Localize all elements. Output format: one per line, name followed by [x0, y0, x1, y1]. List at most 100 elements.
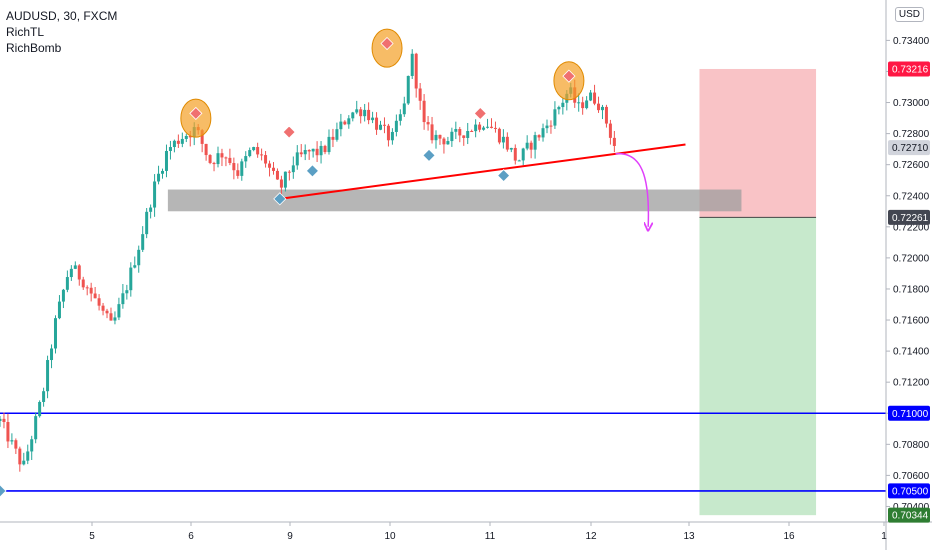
- candle-23: [89, 282, 93, 302]
- candle-16: [61, 288, 65, 309]
- candle-body: [379, 124, 383, 130]
- candle-body: [359, 109, 363, 117]
- candle-39: [153, 174, 157, 217]
- candle-56: [220, 148, 224, 167]
- candle-107: [422, 94, 426, 130]
- candle-body: [188, 135, 192, 138]
- candle-body: [382, 124, 386, 126]
- candle-body: [375, 117, 379, 130]
- candle-131: [517, 159, 521, 162]
- candle-body: [335, 129, 339, 140]
- support-zone: [167, 189, 742, 212]
- candle-117: [462, 135, 466, 146]
- price-badge-bg: [888, 140, 930, 156]
- candle-148: [585, 96, 589, 110]
- x-tick-label-7: 16: [783, 531, 795, 542]
- candle-83: [327, 129, 331, 155]
- candle-119: [470, 129, 474, 133]
- candle-body: [268, 163, 272, 168]
- candle-106: [418, 83, 422, 110]
- y-tick-label-7: 0.72000: [893, 253, 930, 264]
- candle-body: [275, 170, 279, 180]
- candle-47: [184, 133, 188, 143]
- candle-5: [18, 446, 22, 472]
- candle-body: [521, 148, 525, 161]
- candle-122: [482, 125, 486, 131]
- candle-body: [26, 451, 30, 461]
- candle-body: [244, 156, 248, 162]
- candle-68: [268, 160, 272, 177]
- candle-64: [252, 146, 256, 152]
- candle-36: [141, 226, 145, 253]
- price-badge-1: 0.72710: [888, 140, 930, 156]
- candle-125: [493, 121, 497, 133]
- candle-37: [145, 208, 149, 239]
- price-badge-label: 0.70500: [892, 486, 929, 497]
- candle-body: [553, 109, 557, 126]
- candle-25: [97, 294, 101, 311]
- candle-15: [57, 295, 61, 320]
- candle-123: [486, 118, 490, 129]
- candle-body: [339, 121, 343, 130]
- price-badge-2: 0.72261: [888, 209, 930, 225]
- x-tick-label-8: 1: [881, 531, 887, 542]
- candle-79: [311, 148, 315, 158]
- candle-body: [69, 268, 73, 278]
- currency-button[interactable]: USD: [894, 7, 924, 22]
- indicator-richbomb[interactable]: RichBomb: [6, 41, 62, 55]
- symbol-title[interactable]: AUDUSD, 30, FXCM: [6, 9, 118, 23]
- candle-111: [438, 134, 442, 145]
- candle-32: [125, 284, 129, 300]
- candle-3: [10, 433, 14, 445]
- candle-142: [561, 98, 565, 115]
- candle-body: [18, 448, 22, 465]
- candle-92: [363, 103, 367, 122]
- candle-body: [434, 134, 438, 141]
- candle-body: [101, 305, 105, 311]
- candle-35: [137, 245, 141, 273]
- candle-90: [355, 100, 359, 115]
- x-tick-label-0: 5: [89, 531, 95, 542]
- candle-body: [57, 301, 61, 319]
- y-tick-label-15: 0.70400: [893, 502, 930, 513]
- candle-body: [283, 171, 287, 188]
- candle-body: [10, 440, 14, 442]
- candle-body: [414, 53, 418, 89]
- candle-33: [129, 262, 133, 297]
- candle-body: [77, 265, 81, 280]
- bear-signal-diamond-3: [473, 106, 487, 120]
- candle-41: [161, 168, 165, 179]
- candle-body: [466, 131, 470, 138]
- candle-body: [149, 207, 153, 212]
- price-badge-label: 0.71000: [892, 409, 929, 420]
- candle-4: [14, 438, 18, 455]
- bear-signal-diamond-0: [189, 106, 203, 120]
- price-badge-5: 0.70344: [888, 507, 930, 523]
- y-tick-label-11: 0.71200: [893, 378, 930, 389]
- x-tick-label-1: 6: [188, 531, 194, 542]
- price-badge-label: 0.72710: [892, 143, 929, 154]
- price-badge-0: 0.73216: [888, 61, 930, 77]
- candle-97: [382, 117, 386, 134]
- take-profit-zone: [699, 217, 817, 516]
- candle-body: [153, 181, 157, 208]
- candle-body: [450, 131, 454, 142]
- candle-139: [549, 120, 553, 134]
- candle-body: [486, 126, 490, 128]
- candle-128: [505, 132, 509, 152]
- candle-77: [303, 144, 307, 161]
- candle-58: [228, 148, 232, 166]
- candle-7: [26, 444, 30, 465]
- candle-6: [22, 452, 26, 466]
- y-tick-label-14: 0.70600: [893, 471, 930, 482]
- candle-body: [581, 102, 585, 109]
- indicator-richtl[interactable]: RichTL: [6, 25, 45, 39]
- candle-body: [6, 422, 10, 442]
- bear-signal-diamond-1: [380, 36, 394, 51]
- candle-body: [394, 120, 398, 132]
- candle-69: [271, 162, 275, 175]
- candle-body: [458, 129, 462, 136]
